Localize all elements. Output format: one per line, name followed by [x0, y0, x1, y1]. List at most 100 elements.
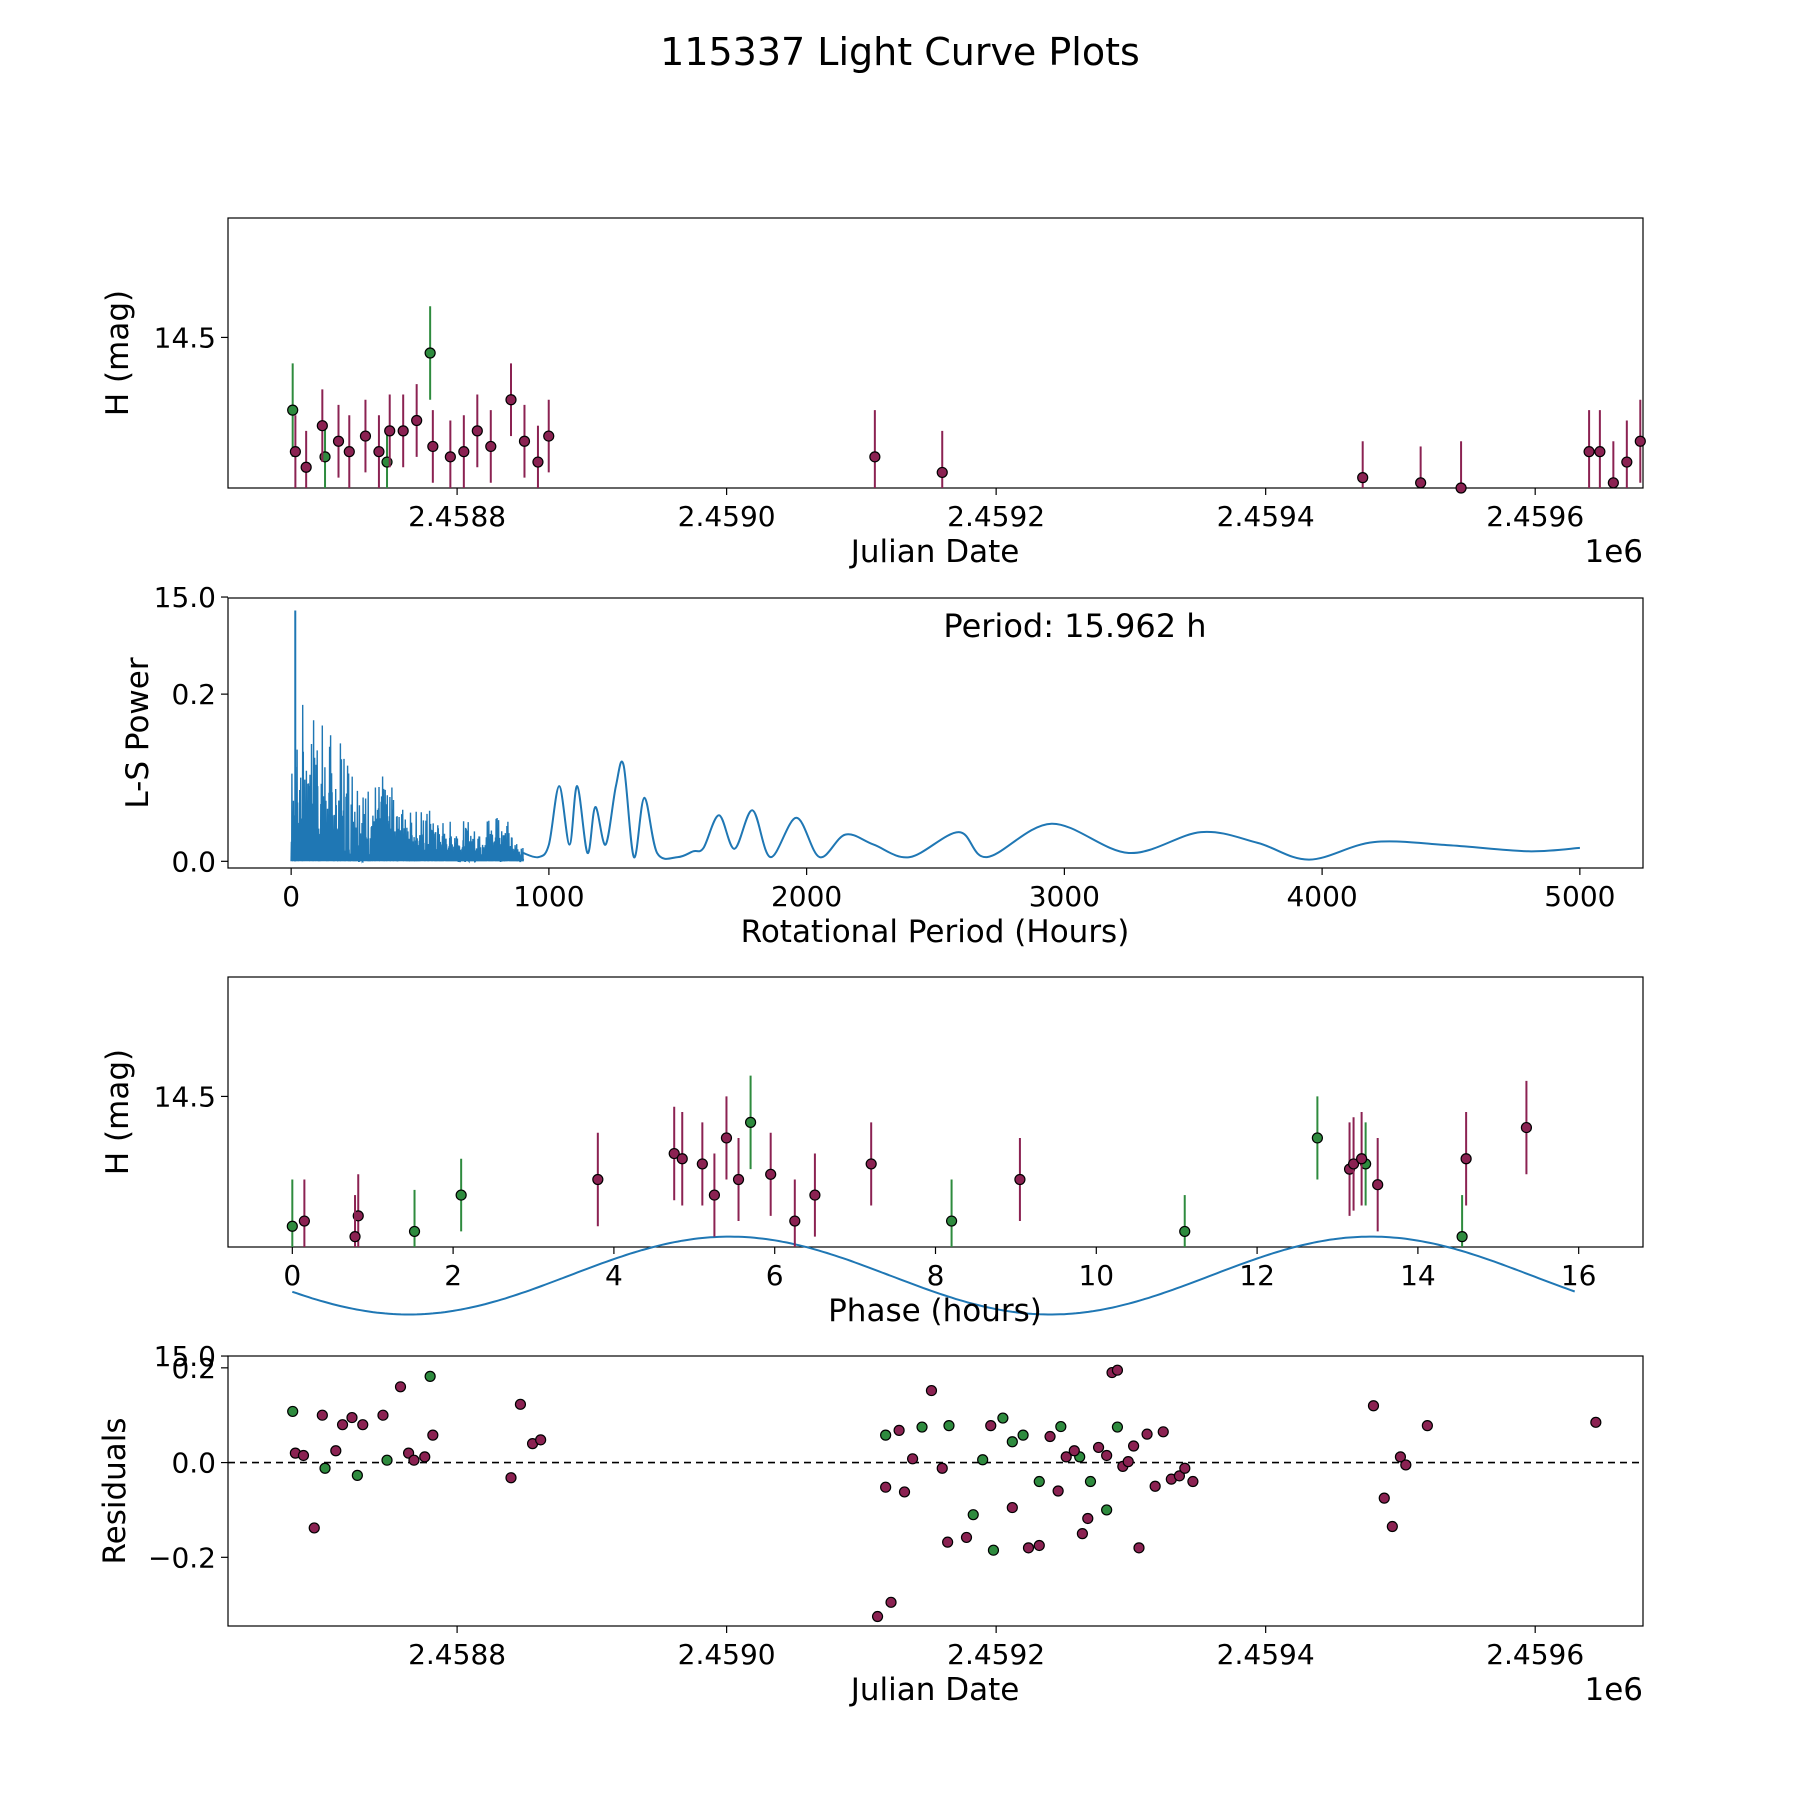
light-curve-ylabel: H (mag) — [100, 290, 136, 416]
maroon-point — [394, 1381, 407, 1393]
green-point — [455, 1189, 467, 1201]
x-tick-label: 2.4594 — [1217, 1638, 1315, 1671]
y-tick-label: 14.5 — [154, 321, 216, 354]
x-tick-label: 0 — [282, 880, 300, 913]
x-tick-label: 2.4592 — [947, 500, 1045, 533]
green-point — [287, 404, 299, 416]
maroon-point — [985, 1420, 997, 1432]
maroon-point — [789, 1215, 801, 1227]
green-point — [1311, 1132, 1323, 1144]
y-tick-label: 15.0 — [154, 581, 216, 614]
maroon-point — [349, 1231, 361, 1243]
maroon-point — [1378, 1492, 1390, 1504]
maroon-point — [408, 1454, 420, 1466]
maroon-point — [1052, 1485, 1064, 1497]
maroon-point — [1068, 1445, 1080, 1457]
x-tick-label: 2.4590 — [678, 500, 776, 533]
maroon-point — [289, 446, 301, 458]
x-tick-label: 12 — [1239, 1259, 1275, 1292]
maroon-point — [373, 446, 385, 458]
y-tick-label: 15.0 — [154, 1340, 216, 1373]
residual-ticks: 2.4588 2.4590 2.4592 2.4594 2.4596 0.2 0.0 −0.2 — [148, 1352, 1584, 1671]
green-point — [945, 1215, 958, 1227]
green-point — [351, 1469, 363, 1481]
maroon-point — [518, 435, 531, 447]
green-point — [1101, 1504, 1113, 1516]
maroon-point — [359, 430, 372, 442]
green-point — [744, 1116, 757, 1128]
fit-curve — [291, 1235, 1576, 1316]
maroon-point — [1127, 1440, 1140, 1452]
y-tick-label: 14.5 — [154, 1080, 216, 1113]
maroon-point — [898, 1486, 911, 1498]
x-tick-label: 2.4596 — [1486, 1638, 1584, 1671]
maroon-point — [925, 1384, 938, 1397]
maroon-point — [1455, 482, 1467, 494]
x-tick-label: 2.4588 — [408, 500, 506, 533]
maroon-point — [708, 1189, 721, 1201]
maroon-point — [532, 456, 544, 468]
light-curve-points — [287, 306, 1646, 494]
panel-light-curve-frame — [227, 217, 1644, 489]
maroon-point — [1520, 1121, 1533, 1134]
x-tick-label: 4 — [605, 1259, 623, 1292]
maroon-point — [880, 1481, 892, 1493]
maroon-point — [1044, 1430, 1056, 1443]
maroon-point — [869, 451, 881, 463]
maroon-point — [885, 1596, 897, 1608]
green-point — [997, 1412, 1009, 1424]
maroon-point — [411, 414, 423, 427]
residuals-xlabel: Julian Date — [849, 1672, 1020, 1708]
maroon-point — [1187, 1475, 1199, 1488]
maroon-point — [1082, 1512, 1094, 1525]
maroon-point — [1111, 1364, 1124, 1376]
panel-periodogram: 0 1000 2000 3000 4000 5000 0.0 0.2 Period: 15.9… — [120, 597, 1644, 950]
maroon-point — [343, 446, 355, 458]
maroon-point — [1076, 1528, 1088, 1540]
green-point — [1456, 1231, 1468, 1243]
maroon-point — [668, 1147, 680, 1160]
x-tick-label: 2.4590 — [678, 1638, 776, 1671]
maroon-point — [1372, 1179, 1384, 1191]
x-tick-label: 2000 — [771, 880, 842, 913]
green-point — [1033, 1475, 1045, 1488]
maroon-point — [1594, 446, 1606, 458]
x-tick-label: 8 — [927, 1259, 945, 1292]
maroon-point — [696, 1158, 708, 1170]
maroon-point — [1092, 1441, 1105, 1454]
period-annotation: Period: 15.962 h — [943, 607, 1206, 645]
maroon-point — [1149, 1480, 1161, 1492]
maroon-point — [535, 1434, 547, 1446]
maroon-point — [298, 1215, 310, 1227]
residual-points — [228, 1364, 1643, 1623]
maroon-point — [1141, 1428, 1153, 1440]
residuals-x-offset: 1e6 — [1584, 1672, 1643, 1708]
green-point — [424, 347, 436, 359]
maroon-point — [936, 1462, 948, 1474]
green-point — [1179, 1225, 1191, 1238]
maroon-point — [936, 466, 948, 479]
maroon-point — [1006, 1501, 1018, 1514]
x-tick-label: 14 — [1400, 1259, 1436, 1292]
x-tick-label: 6 — [766, 1259, 784, 1292]
periodogram-xlabel: Rotational Period (Hours) — [741, 914, 1130, 950]
periodogram-curve — [290, 610, 1580, 864]
maroon-point — [485, 440, 497, 453]
maroon-point — [1101, 1449, 1113, 1462]
y-tick-label: 0.2 — [171, 678, 216, 711]
maroon-point — [357, 1419, 369, 1431]
maroon-point — [765, 1168, 777, 1180]
maroon-point — [444, 451, 456, 463]
x-tick-label: 3000 — [1029, 880, 1100, 913]
x-tick-label: 2.4596 — [1486, 500, 1584, 533]
maroon-point — [397, 425, 409, 437]
maroon-point — [893, 1424, 905, 1436]
maroon-point — [1133, 1542, 1145, 1554]
maroon-point — [377, 1409, 389, 1421]
maroon-point — [592, 1173, 604, 1186]
maroon-point — [942, 1536, 954, 1548]
x-tick-label: 5000 — [1544, 880, 1615, 913]
maroon-point — [505, 1472, 517, 1484]
x-tick-label: 2.4592 — [947, 1638, 1045, 1671]
green-point — [987, 1544, 1000, 1556]
